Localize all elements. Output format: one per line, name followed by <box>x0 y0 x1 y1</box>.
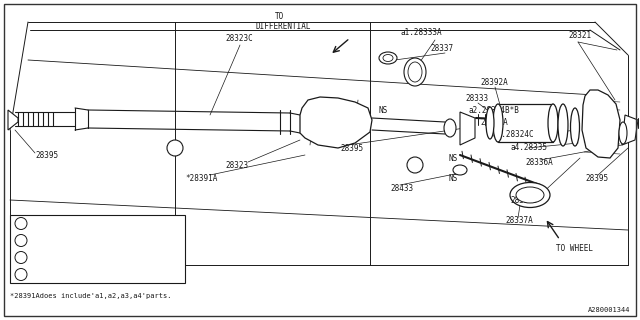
Text: 6MT: 6MT <box>139 254 151 260</box>
Ellipse shape <box>558 104 568 146</box>
Polygon shape <box>622 115 638 145</box>
Text: a2.28324B*B: a2.28324B*B <box>468 106 519 115</box>
Text: CVT: CVT <box>139 237 151 244</box>
Text: 28395: 28395 <box>35 150 58 159</box>
Ellipse shape <box>493 104 503 142</box>
Ellipse shape <box>516 187 544 203</box>
Text: CVT: CVT <box>139 271 151 277</box>
Ellipse shape <box>408 62 422 82</box>
Text: NS: NS <box>378 106 387 115</box>
Text: *28391Adoes include'a1,a2,a3,a4'parts.: *28391Adoes include'a1,a2,a3,a4'parts. <box>10 293 172 299</box>
Text: TO WHEEL: TO WHEEL <box>557 244 593 252</box>
Circle shape <box>15 268 27 281</box>
Text: 28324C: 28324C <box>56 220 81 227</box>
Text: *28391A: *28391A <box>185 173 218 182</box>
Text: a4.28335: a4.28335 <box>510 142 547 151</box>
Text: NS: NS <box>448 154 457 163</box>
Ellipse shape <box>619 122 627 144</box>
Text: 28323D: 28323D <box>510 196 538 204</box>
Text: 2: 2 <box>19 255 23 260</box>
Ellipse shape <box>453 165 467 175</box>
Text: 28324A: 28324A <box>56 237 81 244</box>
Ellipse shape <box>383 54 393 61</box>
Text: 1: 1 <box>19 221 23 226</box>
Ellipse shape <box>548 104 558 142</box>
Text: A280001344: A280001344 <box>588 307 630 313</box>
Text: 2: 2 <box>413 162 417 168</box>
Ellipse shape <box>570 108 579 146</box>
Text: 28323: 28323 <box>225 161 248 170</box>
Bar <box>10 215 185 283</box>
Circle shape <box>15 218 27 229</box>
Text: 28324B*A: 28324B*A <box>52 254 84 260</box>
Text: 6MT: 6MT <box>139 220 151 227</box>
Polygon shape <box>8 110 18 130</box>
Text: NS: NS <box>448 173 457 182</box>
Text: 28337: 28337 <box>430 44 453 52</box>
Bar <box>498 104 553 142</box>
Circle shape <box>15 235 27 246</box>
Text: 28395: 28395 <box>340 143 363 153</box>
Text: a1.28333A: a1.28333A <box>400 28 442 36</box>
Text: 28333: 28333 <box>465 93 488 102</box>
Circle shape <box>167 140 183 156</box>
Text: a3.28324C: a3.28324C <box>492 130 534 139</box>
Text: 28324: 28324 <box>58 271 79 277</box>
Polygon shape <box>582 90 620 158</box>
Ellipse shape <box>444 119 456 137</box>
Ellipse shape <box>510 182 550 207</box>
Text: 28433: 28433 <box>390 183 413 193</box>
Text: 28323C: 28323C <box>225 34 253 43</box>
Text: TO: TO <box>275 12 284 20</box>
Polygon shape <box>300 97 372 148</box>
Polygon shape <box>460 112 475 145</box>
Circle shape <box>407 157 423 173</box>
Ellipse shape <box>379 52 397 64</box>
Text: DIFFERENTIAL: DIFFERENTIAL <box>255 21 310 30</box>
Text: 28323A: 28323A <box>480 117 508 126</box>
Text: 2: 2 <box>19 272 23 277</box>
Text: 1: 1 <box>19 238 23 243</box>
Text: 28336A: 28336A <box>525 157 553 166</box>
Ellipse shape <box>404 58 426 86</box>
Text: 28395: 28395 <box>585 173 608 182</box>
Text: 28321: 28321 <box>568 30 591 39</box>
Ellipse shape <box>486 107 494 139</box>
Text: 28392A: 28392A <box>480 77 508 86</box>
Text: 1: 1 <box>173 145 177 151</box>
Circle shape <box>15 252 27 263</box>
Text: 28337A: 28337A <box>505 215 532 225</box>
